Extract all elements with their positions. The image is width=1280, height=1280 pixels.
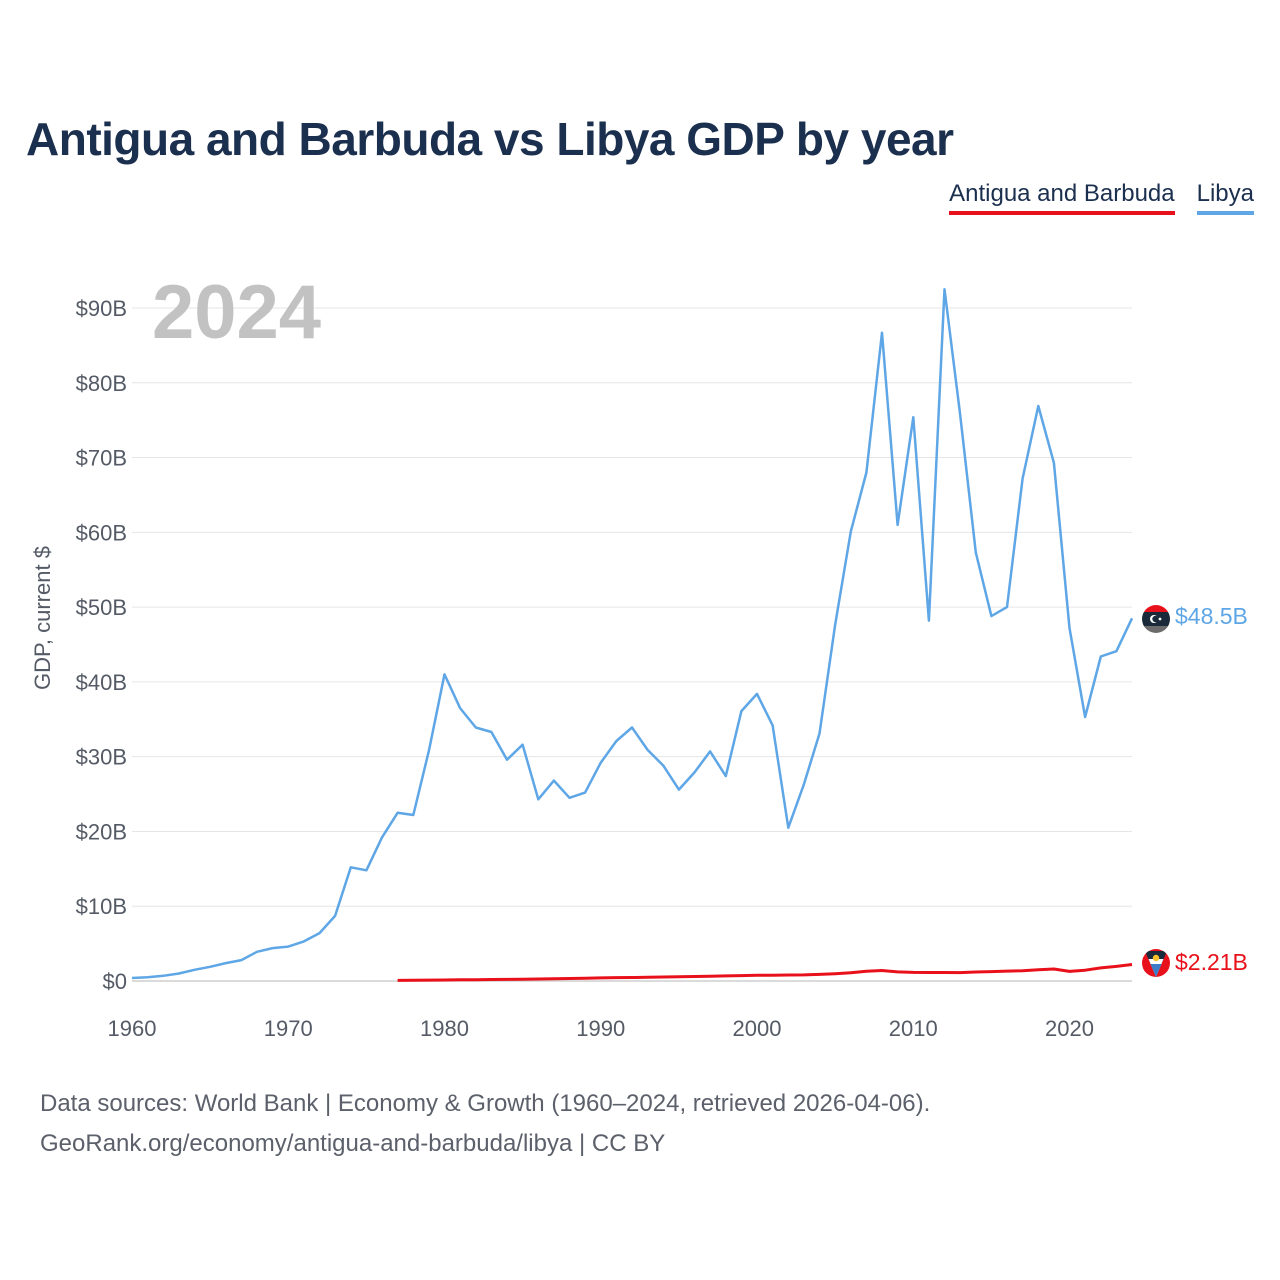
x-tick-label: 2000 bbox=[733, 1016, 782, 1041]
y-tick-label: $70B bbox=[76, 446, 127, 471]
x-tick-label: 1960 bbox=[108, 1016, 157, 1041]
antigua-and-barbuda-flag-icon bbox=[1142, 949, 1170, 977]
x-tick-label: 1990 bbox=[576, 1016, 625, 1041]
y-axis-ticks: $0 $10B $20B $30B $40B $50B $60B $70B $80B $90B bbox=[76, 296, 127, 994]
x-axis-ticks: 1960 1970 1980 1990 2000 2010 2020 bbox=[108, 1016, 1094, 1041]
footer: Data sources: World Bank | Economy & Gro… bbox=[40, 1084, 930, 1164]
y-tick-label: $90B bbox=[76, 296, 127, 321]
grid-lines bbox=[132, 307, 1132, 982]
series-line-libya bbox=[131, 288, 1134, 980]
y-tick-label: $10B bbox=[76, 894, 127, 919]
libya-flag-icon bbox=[1142, 605, 1170, 633]
data-sources-text: Data sources: World Bank | Economy & Gro… bbox=[40, 1090, 931, 1117]
chart-title: Antigua and Barbuda vs Libya GDP by year bbox=[26, 113, 954, 165]
y-tick-label: $20B bbox=[76, 819, 127, 844]
x-tick-label: 1980 bbox=[420, 1016, 469, 1041]
y-axis-label: GDP, current $ bbox=[30, 546, 55, 690]
y-tick-label: $60B bbox=[76, 520, 127, 545]
end-label-libya: $48.5B bbox=[1175, 603, 1248, 629]
gdp-line-chart: 2024 GDP, current $ $0 $10B $20B $30B $40B $5… bbox=[30, 270, 1248, 1041]
y-tick-label: $80B bbox=[76, 371, 127, 396]
y-tick-label: $50B bbox=[76, 595, 127, 620]
series-lines bbox=[131, 288, 1134, 982]
y-tick-label: $30B bbox=[76, 745, 127, 770]
series-line-antigua-and-barbuda bbox=[397, 963, 1133, 982]
end-label-antigua-and-barbuda: $2.21B bbox=[1175, 949, 1248, 975]
legend-item-libya[interactable]: Libya bbox=[1196, 180, 1254, 215]
y-tick-label: $0 bbox=[103, 969, 127, 994]
y-tick-label: $40B bbox=[76, 670, 127, 695]
x-tick-label: 2010 bbox=[889, 1016, 938, 1041]
legend: Antigua and Barbuda Libya bbox=[949, 180, 1254, 215]
legend-item-antigua-and-barbuda[interactable]: Antigua and Barbuda bbox=[949, 180, 1175, 215]
x-tick-label: 1970 bbox=[264, 1016, 313, 1041]
year-label: 2024 bbox=[152, 270, 321, 355]
source-url-text: GeoRank.org/economy/antigua-and-barbuda/… bbox=[40, 1130, 666, 1157]
x-tick-label: 2020 bbox=[1045, 1016, 1094, 1041]
